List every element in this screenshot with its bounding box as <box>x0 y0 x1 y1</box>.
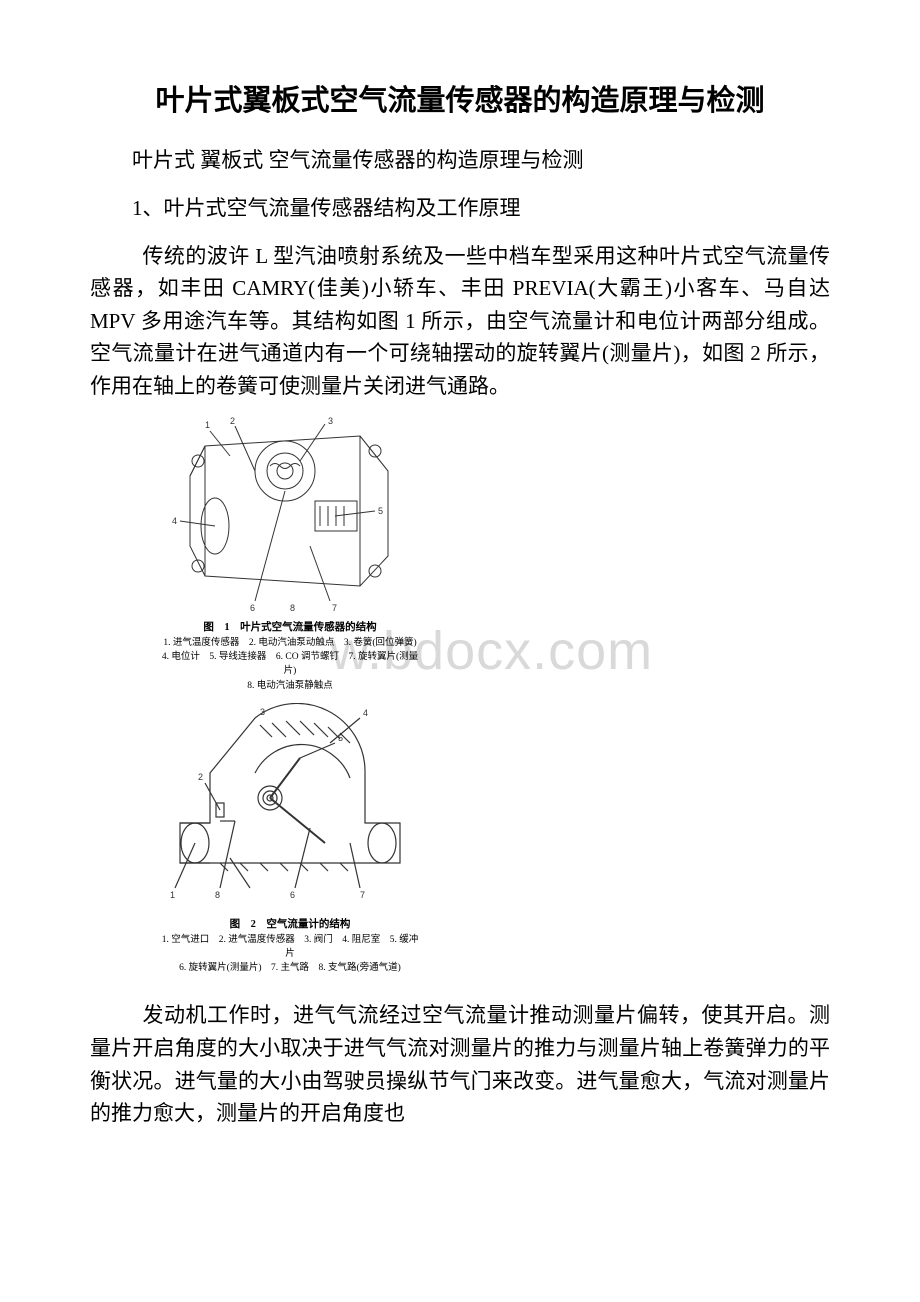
svg-text:2: 2 <box>230 416 235 426</box>
svg-text:6: 6 <box>250 603 255 613</box>
figure-1-caption-title: 图 1 叶片式空气流量传感器的结构 <box>160 620 420 636</box>
paragraph-2: 发动机工作时，进气气流经过空气流量计推动测量片偏转，使其开启。测量片开启角度的大… <box>90 999 830 1129</box>
figure-2-diagram: 1 2 3 4 5 6 7 8 <box>160 703 420 913</box>
svg-text:4: 4 <box>363 708 368 718</box>
figure-1-caption-line1: 1. 进气温度传感器 2. 电动汽油泵动触点 3. 卷簧(回位弹簧) <box>160 636 420 650</box>
svg-text:8: 8 <box>215 890 220 900</box>
svg-text:5: 5 <box>378 506 383 516</box>
figure-1-caption-line2: 4. 电位计 5. 导线连接器 6. CO 调节螺钉 7. 旋转翼片(测量片) <box>160 650 420 679</box>
figure-1-container: 1 2 3 5 4 6 7 8 图 1 叶片式空气流量传感器的结构 1. 进气温… <box>160 416 830 693</box>
document-title: 叶片式翼板式空气流量传感器的构造原理与检测 <box>90 80 830 124</box>
svg-text:7: 7 <box>360 890 365 900</box>
document-subtitle: 叶片式 翼板式 空气流量传感器的构造原理与检测 <box>90 144 830 174</box>
svg-text:2: 2 <box>198 772 203 782</box>
figure-1-caption-line3: 8. 电动汽油泵静触点 <box>160 679 420 693</box>
svg-text:3: 3 <box>260 707 265 717</box>
figure-2-container: 1 2 3 4 5 6 7 8 图 2 空气流量计的结构 1. 空气进口 2. … <box>160 703 830 976</box>
document-content: 叶片式翼板式空气流量传感器的构造原理与检测 叶片式 翼板式 空气流量传感器的构造… <box>90 80 830 1130</box>
figure-2-caption: 图 2 空气流量计的结构 1. 空气进口 2. 进气温度传感器 3. 阀门 4.… <box>160 917 420 976</box>
figure-1-caption: 图 1 叶片式空气流量传感器的结构 1. 进气温度传感器 2. 电动汽油泵动触点… <box>160 620 420 693</box>
figure-2-caption-line2: 6. 旋转翼片(测量片) 7. 主气路 8. 支气路(旁通气道) <box>160 961 420 975</box>
svg-text:5: 5 <box>338 733 343 743</box>
svg-text:8: 8 <box>290 603 295 613</box>
figure-2-caption-title: 图 2 空气流量计的结构 <box>160 917 420 933</box>
svg-text:1: 1 <box>170 890 175 900</box>
svg-text:1: 1 <box>205 420 210 430</box>
figure-1-diagram: 1 2 3 5 4 6 7 8 <box>160 416 420 616</box>
svg-text:7: 7 <box>332 603 337 613</box>
section-1-heading: 1、叶片式空气流量传感器结构及工作原理 <box>90 192 830 222</box>
svg-text:3: 3 <box>328 416 333 426</box>
svg-text:4: 4 <box>172 516 177 526</box>
paragraph-1: 传统的波许 L 型汽油喷射系统及一些中档车型采用这种叶片式空气流量传感器，如丰田… <box>90 240 830 403</box>
svg-text:6: 6 <box>290 890 295 900</box>
figure-2-caption-line1: 1. 空气进口 2. 进气温度传感器 3. 阀门 4. 阻尼室 5. 缓冲片 <box>160 933 420 962</box>
